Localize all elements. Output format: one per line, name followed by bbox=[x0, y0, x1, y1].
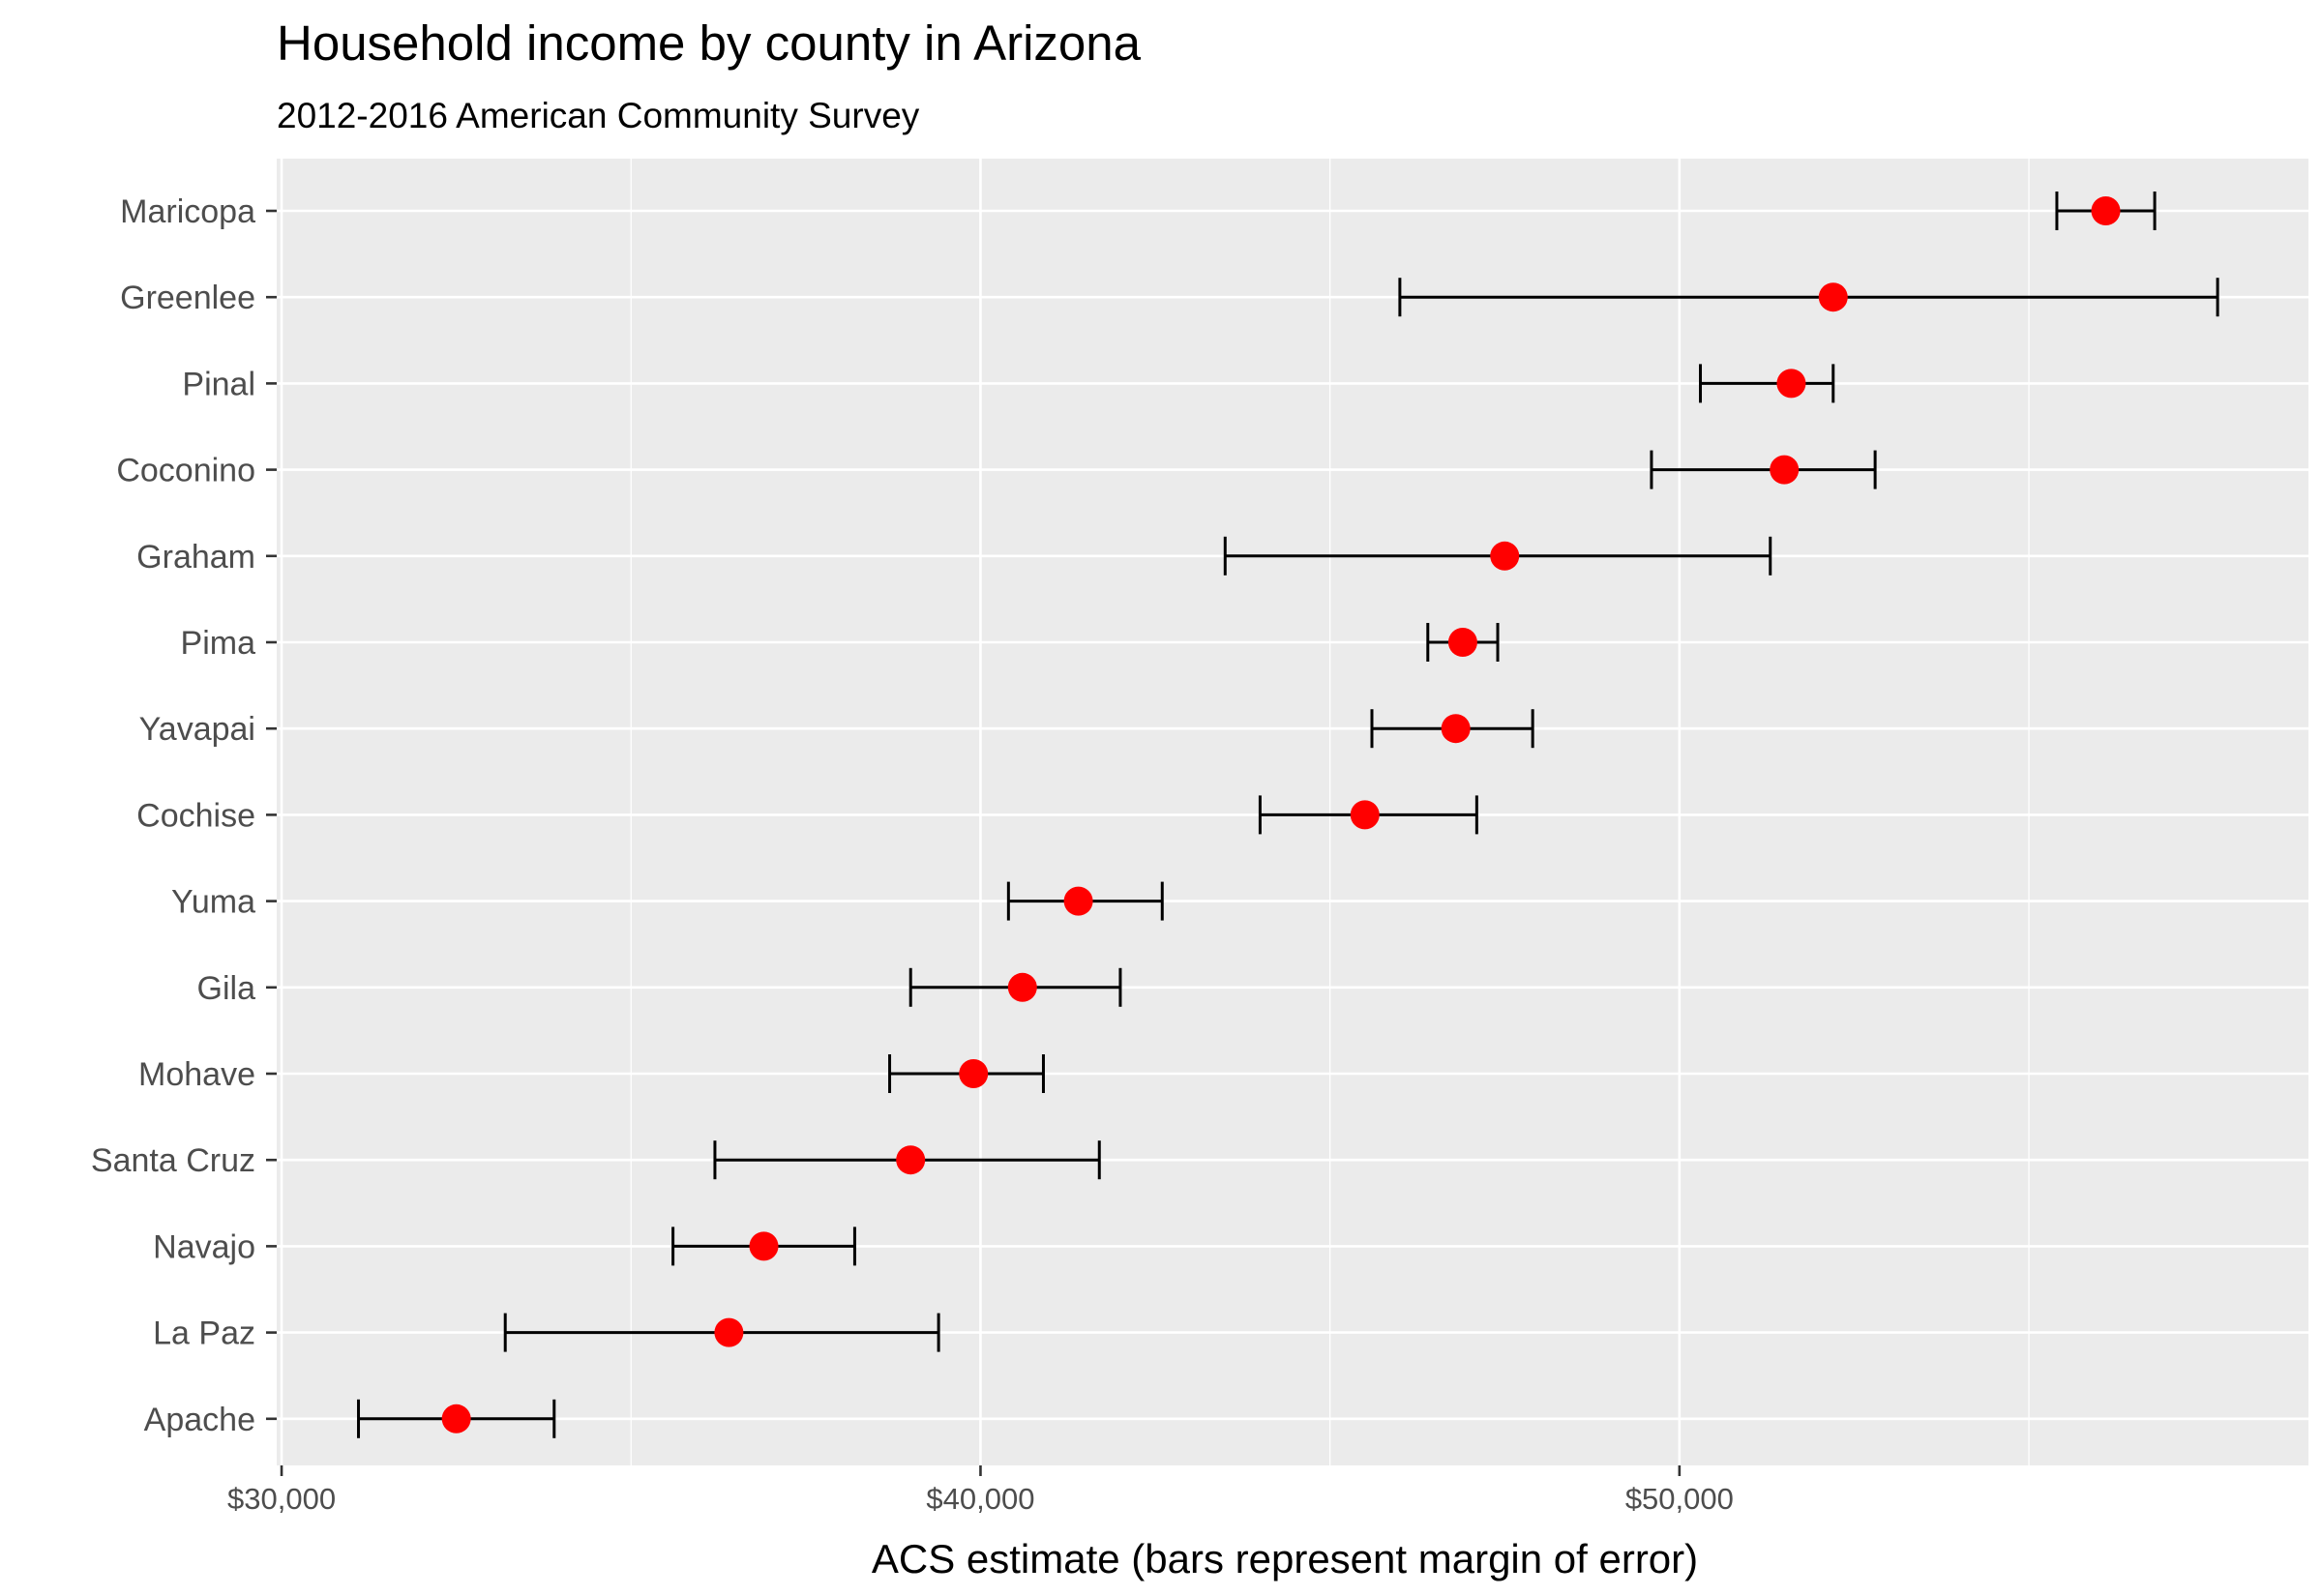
y-axis: Maricopa Greenlee Pinal Coconino Graham Pima Y… bbox=[91, 193, 277, 1438]
y-tick-label: Coconino bbox=[116, 453, 255, 489]
y-tick-label: Graham bbox=[136, 539, 255, 576]
estimate-point bbox=[1776, 369, 1806, 399]
plot-panel bbox=[277, 159, 2308, 1465]
estimate-point bbox=[1063, 886, 1093, 916]
x-tick-label: $50,000 bbox=[1625, 1482, 1734, 1516]
estimate-point bbox=[1441, 714, 1471, 744]
estimate-point bbox=[1818, 282, 1848, 312]
errorbar bbox=[1398, 278, 2219, 317]
y-tick-label: Apache bbox=[144, 1402, 255, 1438]
y-tick-label: Maricopa bbox=[120, 193, 255, 230]
estimate-point bbox=[714, 1317, 744, 1347]
estimate-point bbox=[1447, 628, 1477, 657]
y-tick-label: Santa Cruz bbox=[91, 1142, 255, 1179]
y-tick-label: Gila bbox=[197, 970, 256, 1007]
chart-subtitle: 2012-2016 American Community Survey bbox=[277, 96, 920, 135]
estimate-point bbox=[1490, 541, 1520, 571]
y-tick-label: Pima bbox=[181, 625, 256, 662]
estimate-point bbox=[441, 1404, 471, 1433]
x-tick-label: $40,000 bbox=[926, 1482, 1034, 1516]
x-axis: $30,000 $40,000 $50,000 bbox=[227, 1465, 1734, 1516]
y-tick-label: Mohave bbox=[138, 1056, 255, 1093]
y-tick-label: Navajo bbox=[153, 1228, 255, 1265]
estimate-point bbox=[896, 1145, 926, 1175]
y-tick-label: Cochise bbox=[136, 797, 255, 834]
chart-title: Household income by county in Arizona bbox=[277, 15, 1142, 71]
minor-gridlines bbox=[630, 159, 2030, 1465]
errorbar bbox=[1650, 450, 1877, 489]
y-tick-label: Greenlee bbox=[120, 280, 255, 316]
x-axis-label: ACS estimate (bars represent margin of e… bbox=[872, 1536, 1698, 1581]
y-tick-label: Yuma bbox=[171, 884, 255, 921]
estimate-point bbox=[749, 1231, 779, 1261]
estimate-point bbox=[1350, 800, 1380, 830]
y-tick-label: Pinal bbox=[182, 366, 255, 402]
y-tick-label: La Paz bbox=[153, 1315, 255, 1352]
estimate-point bbox=[959, 1059, 989, 1088]
errorbar bbox=[1699, 364, 1835, 403]
estimate-point bbox=[2091, 196, 2121, 225]
y-tick-label: Yavapai bbox=[139, 711, 255, 748]
estimate-points bbox=[441, 196, 2121, 1433]
estimate-point bbox=[1007, 972, 1037, 1002]
estimate-point bbox=[1770, 455, 1800, 485]
x-tick-label: $30,000 bbox=[227, 1482, 336, 1516]
